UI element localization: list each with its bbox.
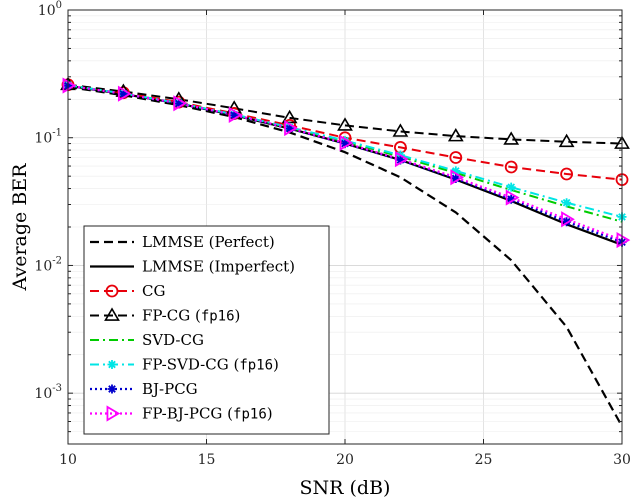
y-tick-label: 10-1 <box>34 128 62 147</box>
legend: LMMSE (Perfect) LMMSE (Imperfect) CG FP-CG … <box>83 225 330 435</box>
legend-marker <box>106 405 121 422</box>
x-tick-label: 30 <box>613 452 631 468</box>
data-point <box>394 151 409 168</box>
data-point <box>285 124 295 134</box>
data-point <box>229 110 239 120</box>
series-line <box>67 84 623 223</box>
legend-label: SVD-CG <box>142 331 204 349</box>
data-point <box>228 106 243 123</box>
data-point <box>616 232 631 249</box>
legend-marker <box>107 384 117 394</box>
data-point <box>284 120 298 137</box>
legend-box <box>83 225 330 435</box>
y-tick-label: 10-3 <box>34 383 62 402</box>
legend-marker <box>104 307 120 321</box>
data-point <box>337 117 353 131</box>
data-point <box>395 155 405 165</box>
data-point <box>562 198 572 208</box>
legend-label: FP-CG (fp16) <box>142 307 240 325</box>
y-axis-label: Average BER <box>9 163 31 292</box>
data-point <box>281 109 298 124</box>
legend-label: LMMSE (Perfect) <box>142 233 275 251</box>
data-point <box>118 89 128 99</box>
data-point <box>451 166 461 176</box>
data-point <box>506 194 516 204</box>
data-point <box>561 211 575 228</box>
data-point <box>392 123 409 137</box>
data-point <box>505 189 520 206</box>
x-tick-label: 10 <box>59 452 77 468</box>
x-tick-label: 15 <box>198 452 216 468</box>
data-point <box>503 131 520 145</box>
data-point <box>562 217 572 227</box>
data-point <box>451 173 461 183</box>
data-point <box>117 85 132 102</box>
data-point <box>340 139 350 149</box>
series-line <box>67 83 623 145</box>
x-axis-label: SNR (dB) <box>300 477 391 499</box>
legend-marker <box>105 284 119 298</box>
x-tick-label: 25 <box>475 452 493 468</box>
data-point <box>173 95 188 112</box>
data-point <box>447 128 464 142</box>
legend-label: CG <box>142 282 165 300</box>
data-point <box>449 151 463 164</box>
y-tick-label: 100 <box>38 0 62 19</box>
data-point <box>504 160 518 174</box>
data-point <box>560 167 573 181</box>
legend-label: FP-SVD-CG (fp16) <box>142 356 279 374</box>
legend-label: BJ-PCG <box>142 380 198 398</box>
data-point <box>506 182 516 192</box>
x-tick-label: 20 <box>336 452 354 468</box>
data-point <box>339 134 354 152</box>
data-point <box>450 169 465 186</box>
data-point <box>62 77 77 94</box>
legend-label: LMMSE (Imperfect) <box>142 258 295 276</box>
series-line <box>67 85 623 427</box>
y-tick-label: 10-2 <box>34 255 62 274</box>
data-point <box>174 99 184 109</box>
data-point <box>558 133 575 148</box>
legend-marker <box>107 360 117 369</box>
axis-ticks: 10 15 20 25 30 100 10-1 10-2 10-3 <box>34 0 630 468</box>
legend-label: FP-BJ-PCG (fp16) <box>142 405 273 423</box>
